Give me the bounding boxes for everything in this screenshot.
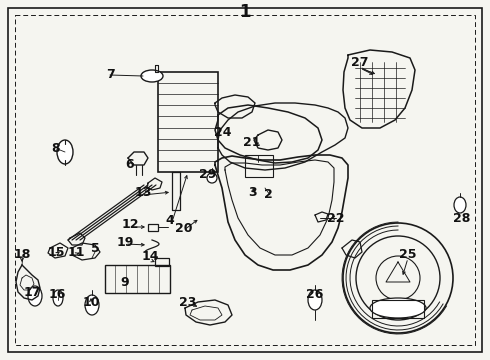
- Text: 27: 27: [351, 55, 369, 68]
- Ellipse shape: [53, 290, 63, 306]
- Ellipse shape: [28, 286, 42, 306]
- Ellipse shape: [141, 70, 163, 82]
- Bar: [105, 265, 170, 293]
- Bar: [372, 300, 424, 318]
- Text: 21: 21: [243, 136, 261, 149]
- Text: 4: 4: [166, 213, 174, 226]
- Text: 3: 3: [247, 186, 256, 199]
- Text: 10: 10: [82, 297, 100, 310]
- Text: 25: 25: [399, 248, 417, 261]
- Text: 12: 12: [121, 219, 139, 231]
- Text: 20: 20: [175, 221, 193, 234]
- Ellipse shape: [85, 295, 99, 315]
- Ellipse shape: [370, 298, 426, 318]
- Text: 19: 19: [116, 237, 134, 249]
- Text: 7: 7: [106, 68, 114, 81]
- Text: 18: 18: [13, 248, 31, 261]
- Ellipse shape: [454, 197, 466, 213]
- Text: 8: 8: [51, 141, 60, 154]
- Text: 6: 6: [126, 158, 134, 171]
- Text: 24: 24: [214, 126, 232, 139]
- Bar: [148, 224, 158, 231]
- Text: 5: 5: [91, 242, 99, 255]
- Text: 11: 11: [67, 246, 85, 258]
- Ellipse shape: [57, 140, 73, 164]
- Text: 28: 28: [453, 211, 471, 225]
- Text: 9: 9: [121, 276, 129, 289]
- Bar: [245, 155, 273, 177]
- Text: 23: 23: [179, 296, 196, 309]
- Circle shape: [207, 173, 217, 183]
- Text: 2: 2: [264, 189, 272, 202]
- Bar: [158, 72, 218, 172]
- Text: 1: 1: [239, 3, 251, 21]
- Text: 13: 13: [134, 186, 152, 199]
- Text: 29: 29: [199, 168, 217, 181]
- Text: 17: 17: [23, 285, 41, 298]
- Text: 15: 15: [47, 246, 65, 258]
- Text: 26: 26: [306, 288, 324, 302]
- Ellipse shape: [308, 290, 322, 310]
- Text: 14: 14: [141, 251, 159, 264]
- Text: 22: 22: [327, 211, 345, 225]
- Bar: [155, 258, 169, 266]
- Text: 16: 16: [49, 288, 66, 302]
